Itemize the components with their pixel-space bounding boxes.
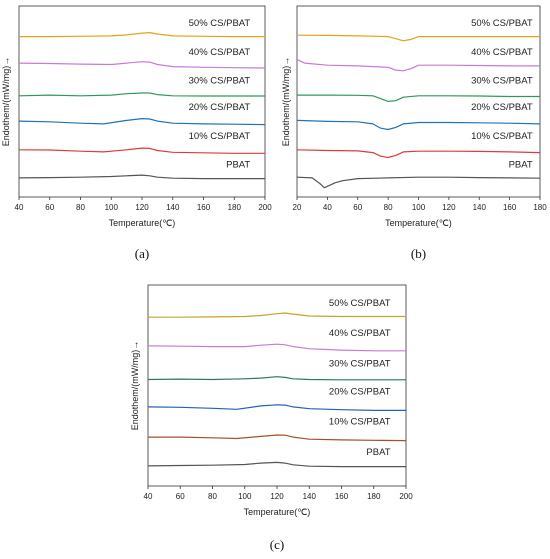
- x-axis-label: Temperature(℃): [109, 218, 176, 228]
- x-tick-label: 200: [399, 492, 413, 501]
- series-line-20-cs-pbat: [147, 404, 406, 411]
- series-label-10-cs-pbat: 10% CS/PBAT: [329, 417, 391, 428]
- y-axis-label: Endothem/(mW/mg)→: [130, 341, 140, 431]
- series-label-30-cs-pbat: 30% CS/PBAT: [329, 358, 391, 369]
- x-tick-label: 100: [238, 492, 252, 501]
- x-tick-label: 140: [166, 203, 180, 212]
- series-line-50-cs-pbat: [148, 312, 406, 318]
- series-label-50-cs-pbat: 50% CS/PBAT: [471, 18, 533, 29]
- x-tick-label: 100: [412, 203, 426, 212]
- series-label-30-cs-pbat: 30% CS/PBAT: [471, 75, 533, 86]
- x-tick-label: 80: [76, 203, 85, 212]
- x-tick-label: 40: [323, 203, 332, 212]
- series-label-20-cs-pbat: 20% CS/PBAT: [189, 102, 251, 113]
- series-label-10-cs-pbat: 10% CS/PBAT: [189, 131, 251, 142]
- series-line-10-cs-pbat: [296, 149, 541, 159]
- series-line-50-cs-pbat: [19, 32, 265, 38]
- x-tick-label: 160: [197, 203, 211, 212]
- series-label-50-cs-pbat: 50% CS/PBAT: [329, 298, 391, 309]
- y-axis-label: Endothem/(mW/mg)→: [281, 57, 291, 147]
- x-tick-label: 160: [335, 492, 349, 501]
- x-tick-label: 120: [270, 492, 284, 501]
- x-tick-label: 80: [384, 203, 393, 212]
- x-tick-label: 120: [135, 203, 149, 212]
- series-line-30-cs-pbat: [297, 94, 540, 102]
- series-line-pbat: [18, 174, 265, 180]
- series-line-30-cs-pbat: [18, 92, 265, 97]
- series-label-40-cs-pbat: 40% CS/PBAT: [471, 47, 533, 58]
- series-line-10-cs-pbat: [18, 147, 265, 154]
- panel-label: (b): [411, 246, 426, 261]
- series-line-20-cs-pbat: [296, 119, 541, 131]
- x-tick-label: 200: [258, 203, 272, 212]
- x-axis-label: Temperature(℃): [385, 218, 452, 228]
- x-tick-label: 140: [303, 492, 317, 501]
- series-line-50-cs-pbat: [296, 34, 540, 42]
- x-tick-label: 20: [293, 203, 302, 212]
- series-line-10-cs-pbat: [148, 434, 407, 442]
- chart-panel-3: 40 60 80 100 120 140 160 180 200 Temperature(℃) En…: [130, 284, 413, 552]
- series-line-30-cs-pbat: [147, 376, 406, 381]
- series-line-40-cs-pbat: [296, 59, 540, 72]
- series-line-20-cs-pbat: [18, 118, 266, 126]
- series-label-40-cs-pbat: 40% CS/PBAT: [189, 47, 251, 58]
- x-tick-label: 180: [367, 492, 381, 501]
- x-tick-label: 80: [208, 492, 217, 501]
- x-tick-label: 180: [533, 203, 547, 212]
- series-label-20-cs-pbat: 20% CS/PBAT: [329, 387, 391, 398]
- x-tick-label: 140: [473, 203, 487, 212]
- series-label-40-cs-pbat: 40% CS/PBAT: [329, 328, 391, 339]
- x-tick-label: 160: [503, 203, 517, 212]
- panel-label: (a): [135, 246, 149, 261]
- series-label-50-cs-pbat: 50% CS/PBAT: [189, 18, 251, 29]
- x-tick-label: 60: [353, 203, 362, 212]
- series-label-10-cs-pbat: 10% CS/PBAT: [471, 131, 533, 142]
- series-label-30-cs-pbat: 30% CS/PBAT: [189, 75, 251, 86]
- series-label-pbat: PBAT: [226, 160, 250, 171]
- series-line-pbat: [296, 176, 541, 189]
- x-tick-label: 120: [442, 203, 456, 212]
- x-tick-label: 60: [45, 203, 54, 212]
- x-tick-label: 40: [15, 203, 24, 212]
- x-tick-label: 60: [176, 492, 185, 501]
- x-tick-label: 180: [228, 203, 242, 212]
- series-label-pbat: PBAT: [509, 160, 533, 171]
- x-axis-label: Temperature(℃): [244, 507, 311, 517]
- series-label-pbat: PBAT: [366, 447, 390, 458]
- chart-panel-1: 40 60 80 100 120 140 160 180 200 Temperature(℃) En…: [1, 5, 272, 261]
- series-line-40-cs-pbat: [18, 61, 266, 69]
- series-line-pbat: [147, 461, 406, 468]
- x-tick-label: 100: [105, 203, 119, 212]
- y-axis-label: Endothem/(mW/mg)→: [1, 57, 11, 147]
- chart-panel-2: 20 40 60 80 100 120 140 160 180 Temperature(℃) End…: [281, 5, 547, 261]
- panel-label: (c): [270, 537, 284, 552]
- series-line-40-cs-pbat: [147, 343, 406, 352]
- x-tick-label: 40: [144, 492, 153, 501]
- series-label-20-cs-pbat: 20% CS/PBAT: [471, 102, 533, 113]
